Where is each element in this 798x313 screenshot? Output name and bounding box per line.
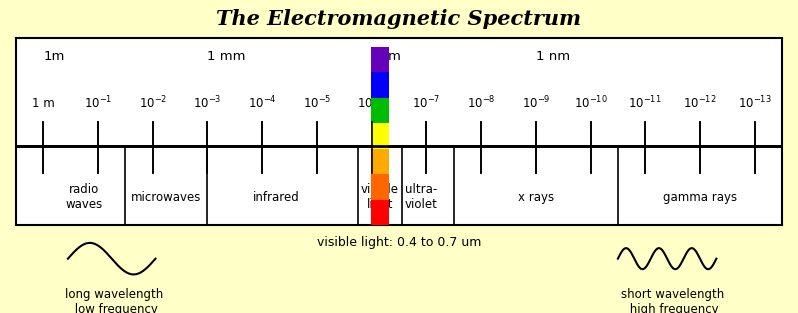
Text: 1 mm: 1 mm — [207, 50, 246, 63]
Text: visible light: 0.4 to 0.7 um: visible light: 0.4 to 0.7 um — [317, 236, 481, 249]
Bar — [371, 47, 389, 72]
Text: radio
waves: radio waves — [65, 183, 103, 211]
Text: x rays: x rays — [518, 191, 554, 204]
Text: short wavelength
 high frequency: short wavelength high frequency — [621, 289, 725, 313]
Text: The Electromagnetic Spectrum: The Electromagnetic Spectrum — [216, 9, 582, 29]
Text: 1um: 1um — [372, 50, 401, 63]
Text: 1m: 1m — [43, 50, 65, 63]
Text: 1 nm: 1 nm — [535, 50, 570, 63]
Bar — [371, 98, 389, 123]
Text: $10^{-11}$: $10^{-11}$ — [628, 95, 662, 112]
Text: $10^{-4}$: $10^{-4}$ — [248, 95, 277, 112]
Text: $10^{-9}$: $10^{-9}$ — [522, 95, 550, 112]
Text: $10^{-7}$: $10^{-7}$ — [412, 95, 440, 112]
Text: $10^{-3}$: $10^{-3}$ — [193, 95, 222, 112]
Text: $10^{-6}$: $10^{-6}$ — [358, 95, 386, 112]
Text: $10^{-12}$: $10^{-12}$ — [683, 95, 717, 112]
Bar — [371, 123, 389, 149]
Text: $10^{-1}$: $10^{-1}$ — [84, 95, 113, 112]
Text: infrared: infrared — [252, 191, 299, 204]
Text: $10^{-8}$: $10^{-8}$ — [467, 95, 496, 112]
Text: $10^{-10}$: $10^{-10}$ — [574, 95, 607, 112]
Text: ultra-
violet: ultra- violet — [405, 183, 437, 211]
Text: $10^{-5}$: $10^{-5}$ — [302, 95, 331, 112]
Bar — [371, 149, 389, 174]
Text: visible
light: visible light — [361, 183, 399, 211]
Bar — [371, 200, 389, 225]
Text: $10^{-2}$: $10^{-2}$ — [139, 95, 167, 112]
Bar — [371, 174, 389, 200]
Bar — [371, 72, 389, 98]
Text: long wavelength
 low frequency: long wavelength low frequency — [65, 289, 164, 313]
Text: $10^{-13}$: $10^{-13}$ — [738, 95, 772, 112]
Text: gamma rays: gamma rays — [663, 191, 737, 204]
Text: microwaves: microwaves — [131, 191, 202, 204]
Text: 1 m: 1 m — [32, 97, 55, 110]
